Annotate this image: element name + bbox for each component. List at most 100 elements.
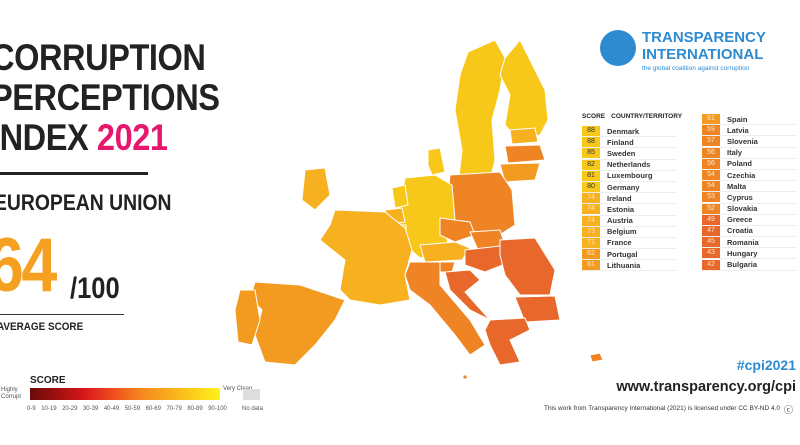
country-cell: Spain xyxy=(727,114,748,124)
score-cell: 88 xyxy=(582,126,600,137)
score-cell: 73 xyxy=(582,226,600,237)
score-cell: 85 xyxy=(582,148,600,159)
country-croatia xyxy=(444,269,491,321)
country-cell: Greece xyxy=(727,215,753,225)
logo-line1: TRANSPARENCY xyxy=(642,29,766,46)
divider xyxy=(0,314,124,315)
score-table-left: 88 Denmark 88 Finland 85 Sweden 82 Netherlands 8… xyxy=(582,126,676,272)
country-spain xyxy=(249,281,346,366)
table-row: 52 Slovakia xyxy=(702,203,796,215)
logo-figure-icon xyxy=(600,30,636,66)
score-cell: 43 xyxy=(702,248,720,259)
country-netherlands xyxy=(391,184,409,209)
legend-tick: 70-79 xyxy=(166,406,182,412)
country-cell: Poland xyxy=(727,159,753,169)
table-row: 82 Netherlands xyxy=(582,159,676,171)
table-row: 54 Malta xyxy=(702,181,796,193)
legend-tick: 60-69 xyxy=(145,406,161,412)
table-row: 45 Romania xyxy=(702,237,796,249)
country-portugal xyxy=(234,289,261,346)
country-cell: Romania xyxy=(727,237,759,247)
table-row: 88 Denmark xyxy=(582,126,676,138)
score-cell: 74 xyxy=(582,204,600,215)
country-cell: Slovakia xyxy=(727,204,758,214)
country-cell: Netherlands xyxy=(607,160,651,170)
country-cyprus xyxy=(589,352,604,363)
score-cell: 52 xyxy=(702,203,720,214)
country-cell: Belgium xyxy=(607,227,637,237)
score-cell: 88 xyxy=(582,137,600,148)
table-header: SCORE COUNTRY/TERRITORY xyxy=(582,113,683,120)
table-row: 85 Sweden xyxy=(582,148,676,160)
country-bulgaria xyxy=(514,295,561,323)
table-row: 74 Austria xyxy=(582,215,676,227)
score-out-of: /100 xyxy=(70,272,120,305)
country-cell: Austria xyxy=(607,216,633,226)
table-row: 49 Greece xyxy=(702,214,796,226)
score-table-right: 61 Spain 59 Latvia 57 Slovenia 56 Italy 56 Poland… xyxy=(702,114,796,271)
score-cell: 80 xyxy=(582,182,600,193)
country-cell: Estonia xyxy=(607,204,635,214)
table-row: 43 Hungary xyxy=(702,248,796,260)
score-cell: 49 xyxy=(702,214,720,225)
score-cell: 45 xyxy=(702,237,720,248)
legend-tick: 90-100 xyxy=(208,406,227,412)
table-row: 47 Croatia xyxy=(702,225,796,238)
title-year: 2021 xyxy=(96,117,168,158)
table-row: 74 Estonia xyxy=(582,204,676,216)
legend-tick: 50-59 xyxy=(124,406,141,412)
table-row: 42 Bulgaria xyxy=(702,259,796,271)
score-cell: 56 xyxy=(702,158,720,169)
country-cell: Malta xyxy=(727,181,747,191)
table-row: 62 Portugal xyxy=(582,249,676,261)
country-lithuania xyxy=(499,162,541,183)
no-data-swatch xyxy=(243,389,260,400)
page-title: CORRUPTION PERCEPTIONS INDEX 2021 xyxy=(0,37,220,158)
cc-icon: ⓒ xyxy=(784,405,794,415)
score-cell: 74 xyxy=(582,193,600,204)
country-italy xyxy=(404,261,486,356)
country-latvia xyxy=(504,144,546,164)
country-cell: Czechia xyxy=(727,170,756,180)
country-cell: Bulgaria xyxy=(727,260,758,270)
country-cell: Luxembourg xyxy=(607,171,653,181)
country-estonia xyxy=(509,127,539,145)
license-text: This work from Transparency Internationa… xyxy=(543,405,780,412)
score-cell: 56 xyxy=(702,147,720,158)
table-row: 61 Spain xyxy=(702,114,796,126)
legend-tick: 30-39 xyxy=(82,406,99,412)
table-row: 56 Poland xyxy=(702,158,796,170)
table-row: 73 Belgium xyxy=(582,226,676,238)
table-row: 54 Czechia xyxy=(702,170,796,182)
legend-title: SCORE xyxy=(30,375,66,386)
country-cell: Germany xyxy=(607,182,640,192)
score-cell: 62 xyxy=(582,249,600,260)
score-cell: 59 xyxy=(702,125,720,136)
no-data-label: No data xyxy=(242,406,264,412)
country-austria xyxy=(419,241,471,263)
country-cell: Denmark xyxy=(607,126,640,136)
table-row: 71 France xyxy=(582,237,676,250)
website-link[interactable]: www.transparency.org/cpi xyxy=(616,379,796,395)
legend-low-label: Highly Corrupt xyxy=(1,387,22,400)
hashtag: #cpi2021 xyxy=(736,357,796,373)
country-denmark xyxy=(427,147,446,176)
legend-color-bar xyxy=(30,388,220,400)
score-cell: 61 xyxy=(582,260,600,271)
legend-ticks: 0-9 10-19 20-29 30-39 40-49 50-59 60-69 70-79 80… xyxy=(27,406,227,412)
table-row: 74 Ireland xyxy=(582,193,676,205)
country-cell: Lithuania xyxy=(607,260,641,270)
country-cell: Slovenia xyxy=(727,136,758,146)
score-cell: 74 xyxy=(582,215,600,226)
score-cell: 57 xyxy=(702,136,720,147)
country-cell: Sweden xyxy=(607,148,636,158)
logo-tagline: the global coalition against corruption xyxy=(642,65,750,72)
country-cell: Portugal xyxy=(607,249,638,259)
country-cell: Croatia xyxy=(727,226,753,236)
legend-high-label: Very Clean xyxy=(223,386,253,392)
legend-tick: 80-89 xyxy=(187,406,203,412)
country-malta xyxy=(462,374,468,380)
region-label: EUROPEAN UNION xyxy=(0,190,172,215)
score-cell: 47 xyxy=(702,225,720,236)
